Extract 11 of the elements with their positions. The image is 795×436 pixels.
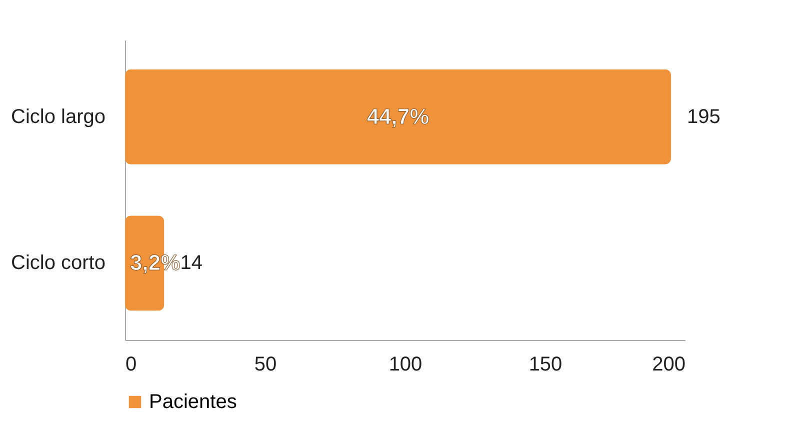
x-tick-label: 0: [126, 354, 137, 376]
data-label: 195: [687, 106, 720, 128]
legend-label: Pacientes: [149, 391, 237, 413]
x-tick-label: 200: [652, 354, 686, 376]
x-tick-label: 150: [528, 354, 562, 376]
annotation: 44,7%: [366, 104, 430, 129]
x-tick-label: 100: [388, 354, 422, 376]
y-tick-label: Ciclo largo: [11, 106, 106, 128]
x-tick-label: 50: [254, 354, 277, 376]
data-label: 14: [180, 252, 202, 274]
y-tick-label: Ciclo corto: [11, 252, 106, 274]
